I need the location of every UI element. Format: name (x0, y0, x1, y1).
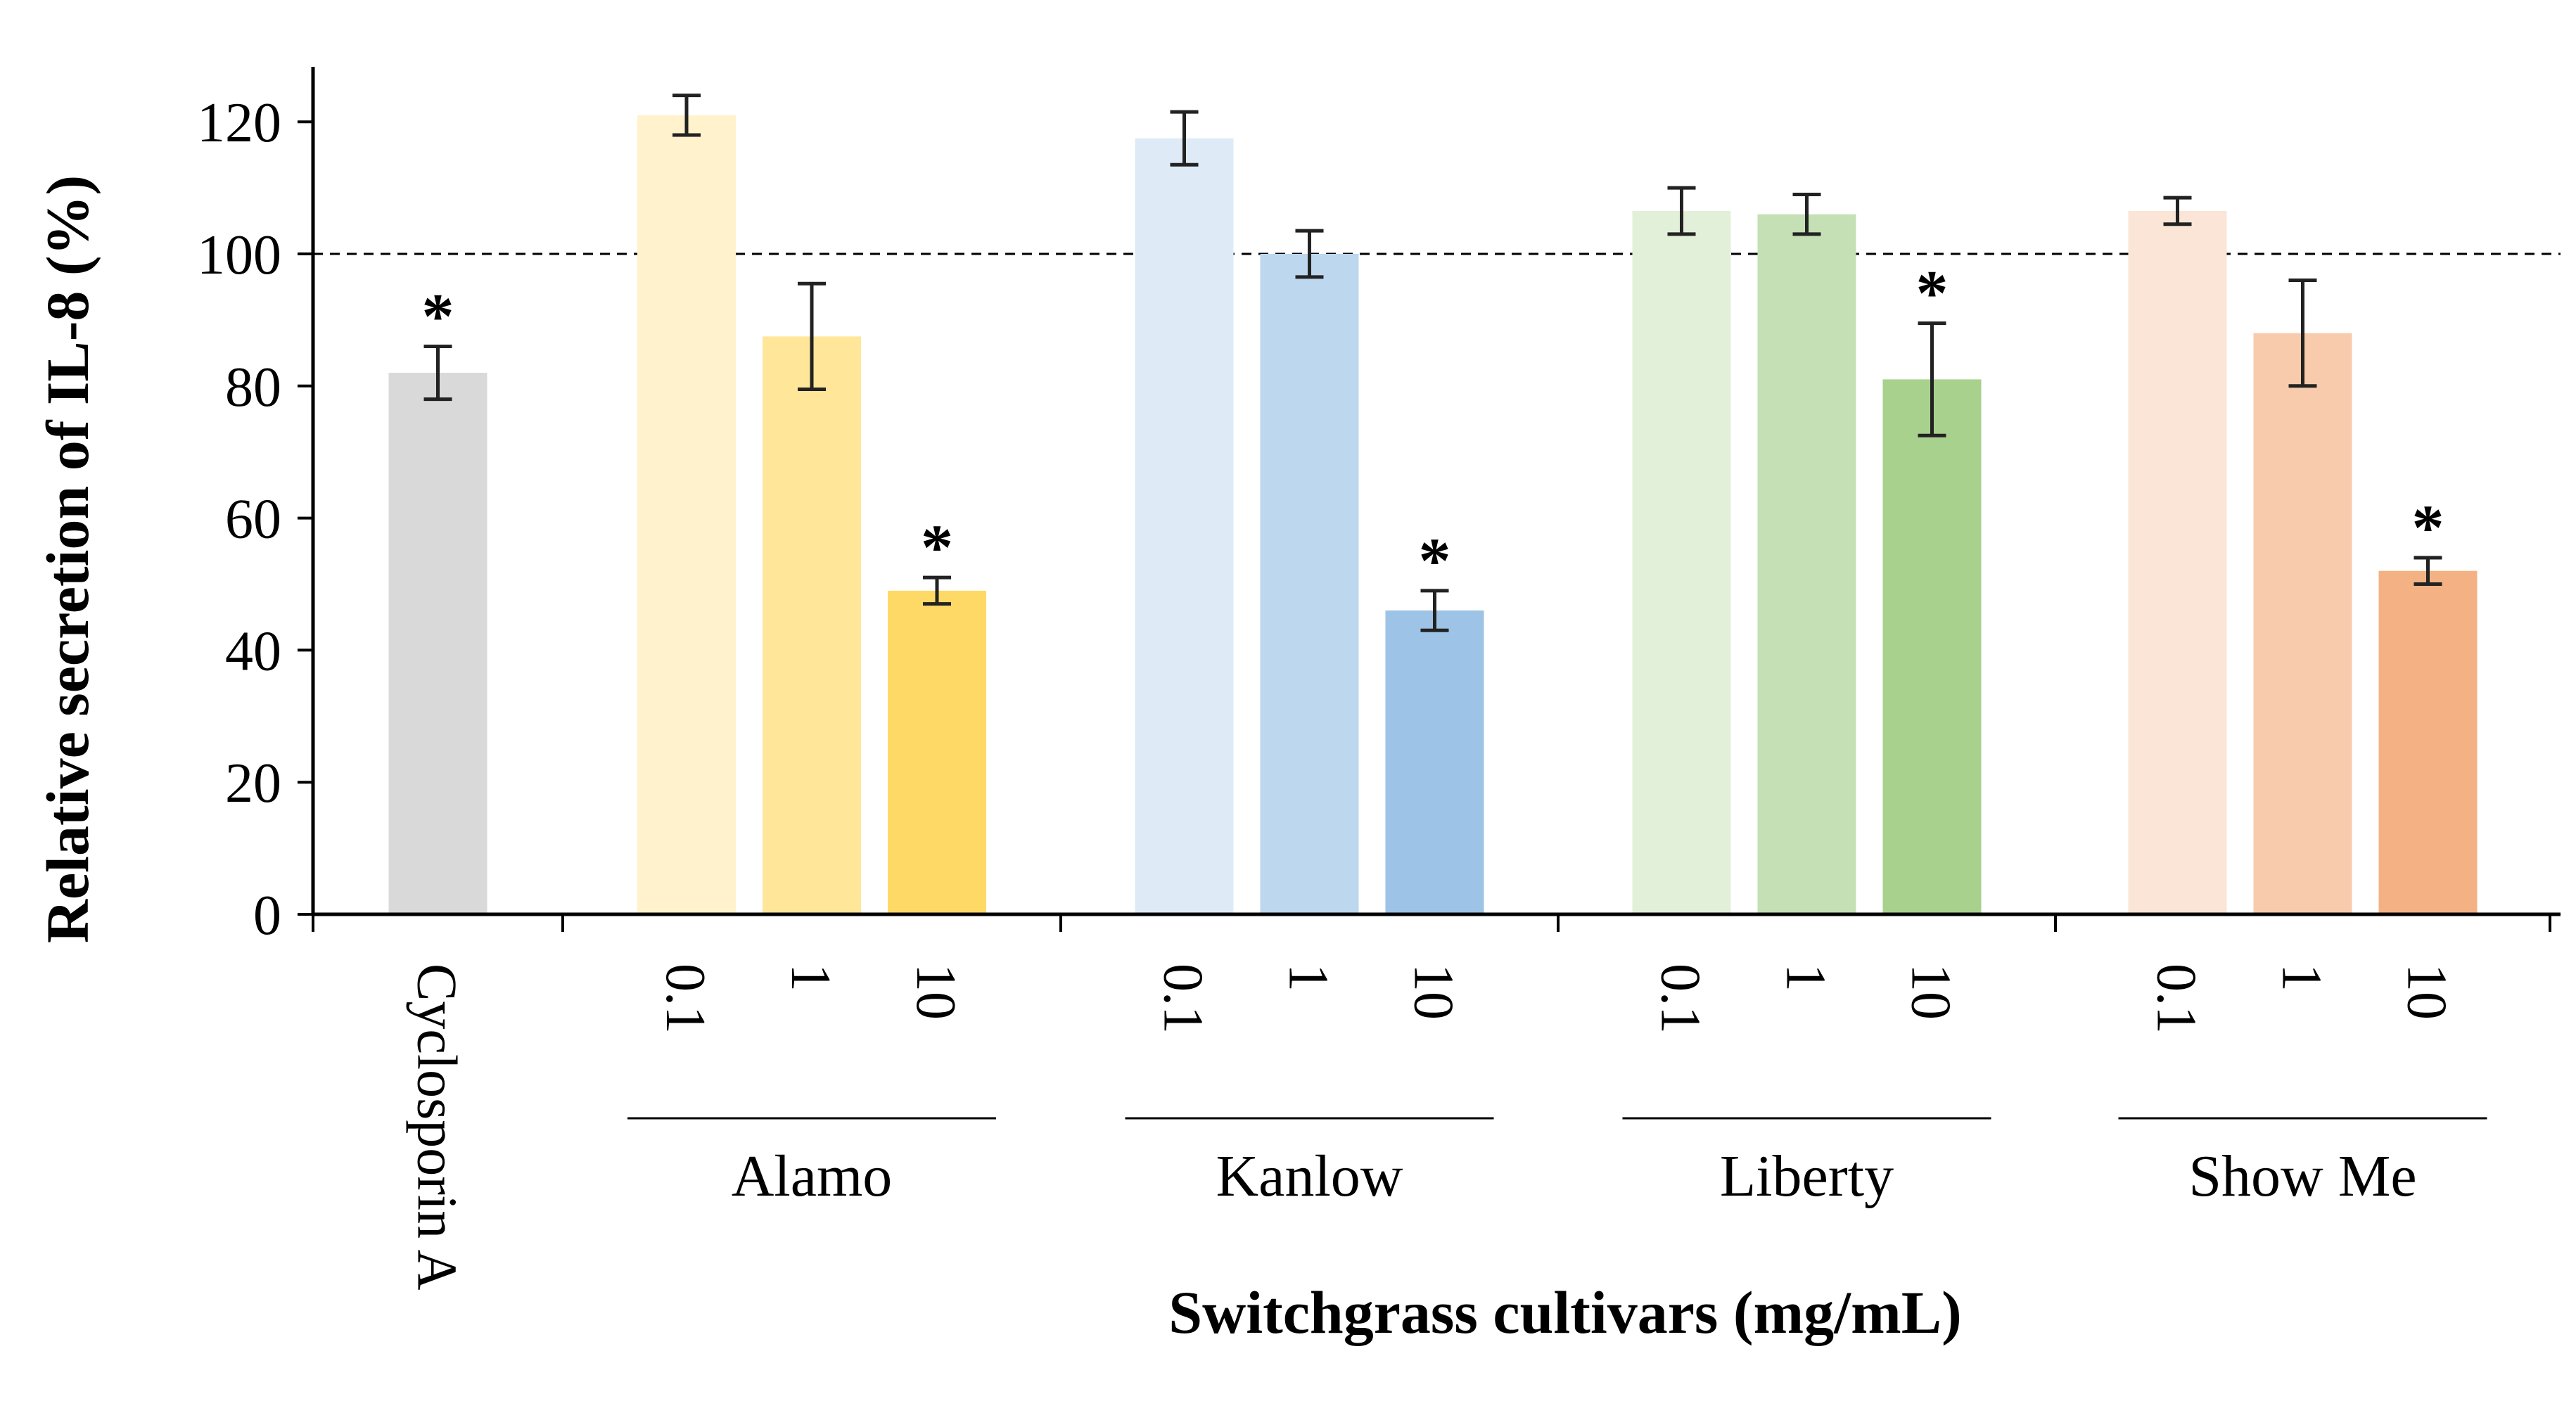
x-category-label: 1 (779, 964, 841, 992)
bar (1882, 379, 1982, 914)
bar (637, 115, 736, 914)
y-tick-label: 120 (197, 92, 281, 154)
group-label: Liberty (1720, 1144, 1894, 1209)
x-category-label: 10 (1900, 964, 1962, 1020)
bar (1757, 214, 1856, 914)
x-category-label: Cyclosporin A (406, 964, 468, 1291)
y-tick-label: 60 (225, 489, 281, 551)
significance-star: * (1419, 525, 1451, 596)
axes-layer: 0 20 40 60 80 100 120 (197, 67, 2561, 947)
bar (388, 373, 487, 914)
x-category-label: 0.1 (2145, 964, 2207, 1034)
x-category-label: 0.1 (1650, 964, 1711, 1034)
bar (2378, 570, 2478, 914)
significance-star: * (422, 280, 454, 352)
bar (1385, 610, 1484, 914)
x-category-label: 0.1 (1152, 964, 1214, 1034)
labels-layer: Cyclosporin A 0.1 1 10 Alamo 0.1 1 10 Kanlow 0.1 1… (406, 964, 2487, 1291)
x-category-label: 10 (905, 964, 967, 1020)
group-label: Kanlow (1216, 1144, 1403, 1209)
x-axis-title: Switchgrass cultivars (mg/mL) (1168, 1279, 1961, 1346)
y-axis-title: Relative secretion of IL-8 (%) (34, 175, 101, 943)
y-tick-label: 100 (197, 224, 281, 286)
bar (2253, 333, 2352, 914)
y-tick-label: 0 (253, 885, 281, 947)
x-category-label: 1 (2271, 964, 2333, 992)
bar (763, 336, 861, 914)
x-category-label: 10 (1403, 964, 1465, 1020)
significance-star: * (1916, 257, 1949, 329)
bar (2128, 210, 2227, 915)
y-tick-label: 40 (225, 620, 281, 682)
y-tick-label: 80 (225, 357, 281, 418)
x-category-label: 10 (2396, 964, 2458, 1020)
x-category-label: 1 (1277, 964, 1339, 992)
significance-star: * (921, 511, 953, 583)
bar (1260, 254, 1359, 914)
bars-layer: * * * * * (388, 94, 2478, 915)
bar (1632, 210, 1731, 915)
group-label: Show Me (2188, 1144, 2416, 1209)
bar (888, 590, 986, 914)
bar (1135, 138, 1234, 914)
group-label: Alamo (732, 1144, 893, 1209)
x-category-label: 1 (1775, 964, 1837, 992)
x-category-label: 0.1 (654, 964, 716, 1034)
y-tick-label: 20 (225, 753, 281, 814)
significance-star: * (2412, 492, 2444, 563)
